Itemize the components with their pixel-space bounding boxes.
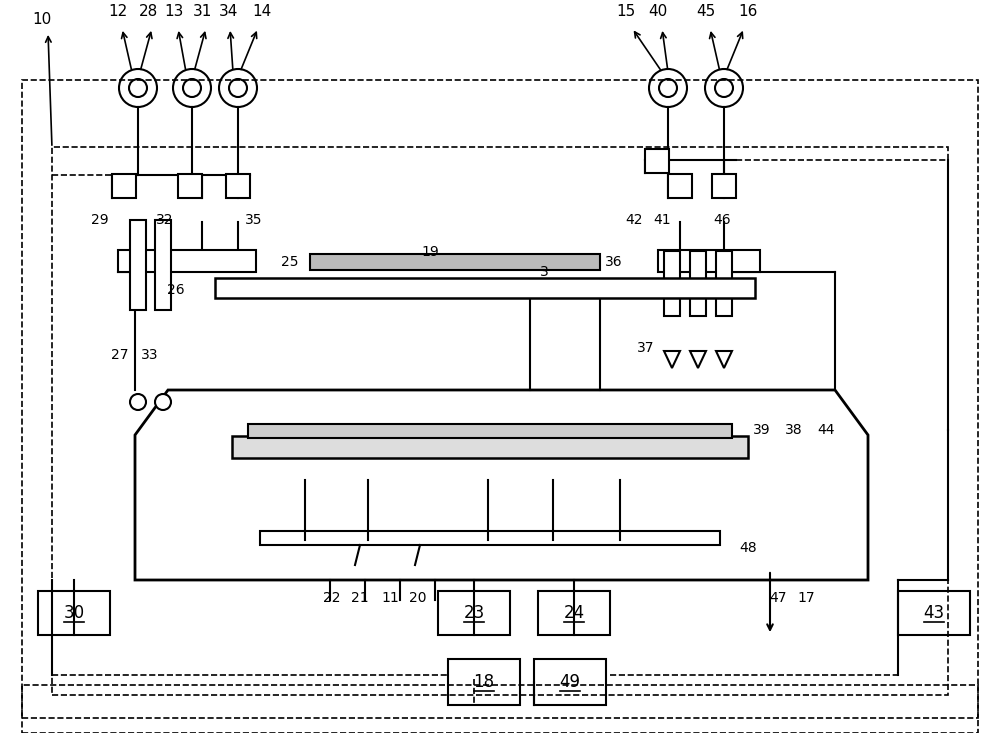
Bar	[712, 174, 736, 198]
Text: 28: 28	[138, 4, 158, 20]
Bar	[664, 251, 680, 316]
Bar	[438, 591, 510, 635]
Bar	[215, 278, 755, 298]
Text: 29: 29	[91, 213, 109, 227]
Text: 32: 32	[156, 213, 174, 227]
Text: 12: 12	[108, 4, 128, 20]
Bar	[38, 591, 110, 635]
Bar	[898, 591, 970, 635]
Text: 46: 46	[713, 213, 731, 227]
Polygon shape	[716, 351, 732, 368]
Bar	[310, 254, 600, 270]
Text: 24: 24	[563, 604, 585, 622]
Bar	[658, 250, 760, 272]
Text: 22: 22	[323, 591, 341, 605]
Bar	[716, 251, 732, 316]
Text: 23: 23	[463, 604, 485, 622]
Text: 31: 31	[192, 4, 212, 20]
Polygon shape	[690, 351, 706, 368]
Bar	[690, 251, 706, 316]
Text: 19: 19	[421, 245, 439, 259]
Bar	[155, 220, 171, 310]
Bar	[112, 174, 136, 198]
Text: 36: 36	[605, 255, 623, 269]
Text: 39: 39	[753, 423, 771, 437]
Text: 15: 15	[616, 4, 636, 20]
Bar	[534, 659, 606, 705]
Bar	[178, 174, 202, 198]
Text: 38: 38	[785, 423, 803, 437]
Text: 18: 18	[473, 673, 495, 691]
Text: 25: 25	[281, 255, 299, 269]
Text: 13: 13	[164, 4, 184, 20]
Text: 30: 30	[63, 604, 85, 622]
Text: 41: 41	[653, 213, 671, 227]
Bar	[22, 685, 978, 733]
Circle shape	[130, 394, 146, 410]
Bar	[130, 220, 146, 310]
Text: 35: 35	[245, 213, 263, 227]
Text: 34: 34	[218, 4, 238, 20]
Text: 47: 47	[769, 591, 787, 605]
Bar	[52, 147, 948, 695]
Text: 49: 49	[560, 673, 580, 691]
Text: 37: 37	[637, 341, 655, 355]
Text: 45: 45	[696, 4, 716, 20]
Text: 26: 26	[167, 283, 185, 297]
Text: 14: 14	[252, 4, 272, 20]
Bar	[448, 659, 520, 705]
Bar	[248, 424, 732, 438]
Text: 48: 48	[739, 541, 757, 555]
Bar	[118, 250, 256, 272]
Bar	[538, 591, 610, 635]
Bar	[22, 80, 978, 718]
Text: 10: 10	[32, 12, 52, 28]
Text: 27: 27	[111, 348, 129, 362]
Bar	[668, 174, 692, 198]
Bar	[260, 531, 720, 545]
Text: 20: 20	[409, 591, 427, 605]
Polygon shape	[664, 351, 680, 368]
Text: 40: 40	[648, 4, 668, 20]
Circle shape	[155, 394, 171, 410]
Text: 44: 44	[817, 423, 835, 437]
Text: 42: 42	[625, 213, 643, 227]
Bar	[232, 436, 748, 458]
Text: 16: 16	[738, 4, 758, 20]
Text: 11: 11	[381, 591, 399, 605]
Polygon shape	[135, 390, 868, 580]
Text: 43: 43	[923, 604, 945, 622]
Bar	[645, 149, 669, 173]
Bar	[226, 174, 250, 198]
Text: 33: 33	[141, 348, 159, 362]
Text: 21: 21	[351, 591, 369, 605]
Text: 17: 17	[797, 591, 815, 605]
Text: 3: 3	[540, 265, 548, 279]
